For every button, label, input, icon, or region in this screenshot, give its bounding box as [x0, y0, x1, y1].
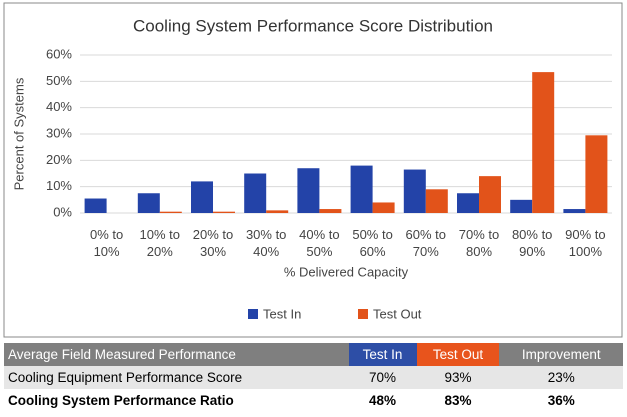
x-tick-label: 40% to 50%: [299, 227, 340, 259]
bar: [213, 211, 235, 213]
table-cell: 23%: [499, 366, 623, 389]
x-tick-label: 50% to 60%: [352, 227, 393, 259]
bar: [350, 165, 373, 213]
bar: [319, 209, 342, 213]
y-tick-label: 10%: [46, 178, 72, 193]
table-header: Test In: [348, 343, 417, 366]
legend-swatch: [358, 309, 368, 319]
bar: [372, 202, 395, 213]
bar: [297, 168, 320, 213]
bar: [244, 173, 267, 213]
y-tick-label: 30%: [46, 125, 72, 140]
table-cell: 70%: [348, 366, 417, 389]
y-tick-label: 50%: [46, 73, 72, 88]
x-tick-label: 20% to 30%: [192, 227, 234, 259]
bar: [84, 198, 107, 213]
table-cell: 83%: [444, 393, 472, 408]
x-tick-label: 90% to 100%: [565, 227, 606, 259]
table-cell: 93%: [416, 366, 500, 389]
table-header: Test Out: [416, 343, 500, 366]
x-axis-title: % Delivered Capacity: [284, 264, 409, 279]
x-tick-label: 30% to 40%: [245, 227, 287, 259]
bar: [266, 210, 289, 213]
x-tick-label: 70% to 80%: [458, 227, 500, 259]
bar: [425, 189, 448, 213]
bar: [457, 193, 479, 213]
bar: [532, 72, 555, 213]
legend-swatch: [248, 309, 258, 319]
table-cell: 36%: [547, 393, 575, 408]
y-tick-label: 20%: [46, 152, 72, 167]
bar: [563, 209, 586, 213]
x-tick-label: 0% to 10%: [89, 227, 124, 259]
bar: [403, 169, 426, 213]
table-cell: Cooling System Performance Ratio: [8, 393, 234, 408]
y-axis-title: Percent of Systems: [11, 77, 26, 190]
legend-label: Test In: [263, 306, 301, 321]
legend-label: Test Out: [373, 306, 422, 321]
bar: [510, 199, 533, 213]
bar: [585, 135, 608, 213]
y-tick-label: 0%: [53, 204, 72, 219]
table-cell: 48%: [369, 393, 397, 408]
chart-title: Cooling System Performance Score Distrib…: [133, 16, 493, 35]
y-tick-label: 60%: [46, 46, 72, 61]
x-tick-label: 80% to 90%: [511, 227, 553, 259]
bar: [137, 193, 160, 213]
y-tick-label: 40%: [46, 99, 72, 114]
chart: Cooling System Performance Score Distrib…: [3, 2, 623, 338]
x-tick-label: 60% to 70%: [405, 227, 447, 259]
table-header: Improvement: [499, 343, 623, 366]
performance-table: Average Field Measured Performance Test …: [4, 343, 623, 412]
bar: [191, 181, 213, 213]
bar: [159, 211, 182, 213]
table-header: Average Field Measured Performance: [4, 343, 349, 366]
table-cell: Cooling Equipment Performance Score: [4, 366, 349, 389]
bar: [479, 176, 501, 213]
x-tick-label: 10% to 20%: [139, 227, 181, 259]
